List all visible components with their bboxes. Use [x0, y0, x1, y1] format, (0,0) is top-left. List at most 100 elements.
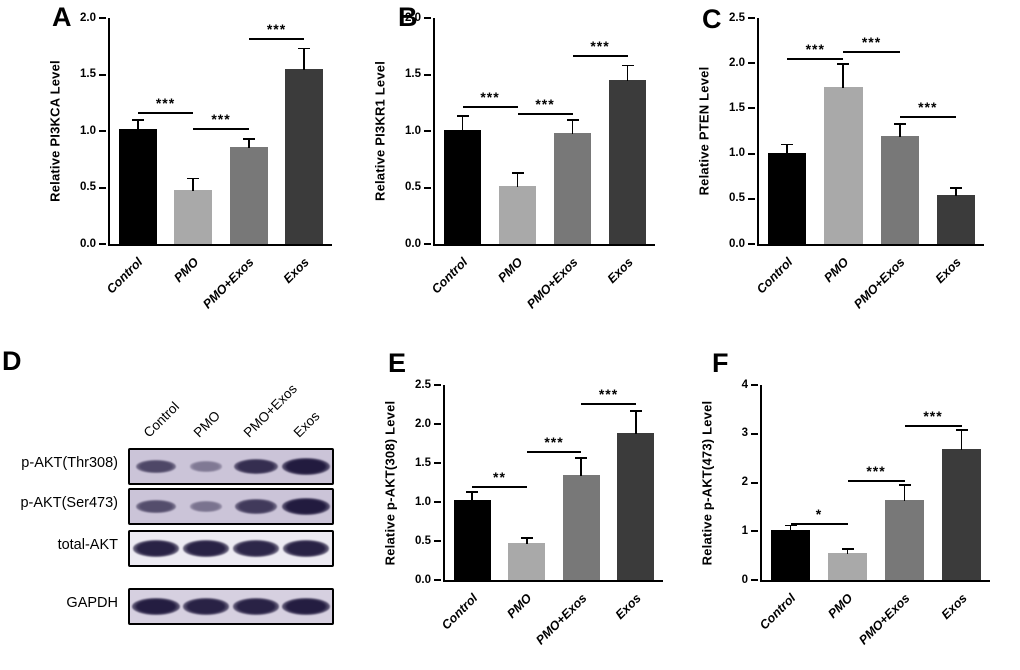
y-tick-label: 1.0 — [729, 147, 745, 160]
y-tick-label: 1 — [741, 524, 748, 537]
blot-band — [282, 598, 330, 615]
y-tick — [748, 107, 755, 110]
bar-PMO — [828, 553, 867, 580]
y-tick-label: 0.0 — [80, 237, 96, 250]
bar-Exos — [608, 80, 647, 244]
significance-bracket — [572, 55, 628, 58]
panel-letter-f: F — [712, 348, 729, 378]
blot-row-label: total-AKT — [57, 537, 118, 553]
y-tick-label: 0.0 — [729, 237, 745, 250]
error-bar-stem — [525, 537, 528, 544]
blot-band — [282, 498, 330, 515]
blot-band — [234, 499, 278, 514]
y-tick-label: 1.5 — [729, 101, 745, 114]
error-bar-stem — [786, 144, 789, 154]
y-axis-label-wrap: Relative p-AKT(308) Level — [381, 385, 399, 580]
error-bar-cap — [575, 457, 588, 460]
panel-letter-b: B — [398, 2, 418, 32]
bar-Control — [768, 152, 807, 244]
y-tick-label: 0.0 — [405, 237, 421, 250]
significance-stars: *** — [266, 21, 287, 38]
plot-area: *** *** *** — [757, 18, 984, 246]
y-tick-label: 1.5 — [415, 456, 431, 469]
error-bar-cap — [898, 484, 911, 486]
error-bar-stem — [789, 525, 792, 532]
blot-band — [189, 501, 223, 512]
error-bar-cap — [298, 47, 311, 50]
blot-band — [282, 540, 330, 557]
significance-bracket — [843, 50, 900, 53]
error-bar-stem — [303, 48, 306, 70]
error-bar-stem — [898, 123, 901, 138]
significance-bracket — [787, 57, 844, 60]
y-tick — [424, 17, 431, 19]
y-axis-label: Relative PTEN Level — [696, 66, 712, 196]
significance-bracket — [526, 451, 582, 454]
error-bar-cap — [566, 118, 579, 121]
error-bar-cap — [949, 187, 962, 189]
x-axis-category-label: Exos — [938, 591, 970, 623]
error-bar-cap — [893, 122, 906, 125]
lane-label: Exos — [290, 408, 323, 441]
lane-label: PMO+Exos — [240, 381, 300, 441]
y-axis-label-wrap: Relative PTEN Level — [695, 18, 713, 244]
y-tick-label: 2 — [741, 476, 748, 488]
error-bar-cap — [131, 118, 144, 121]
significance-stars: *** — [598, 385, 619, 402]
y-tick-label: 1.5 — [405, 68, 421, 80]
significance-stars: *** — [866, 463, 886, 480]
bar-Exos — [942, 449, 981, 580]
y-tick-label: 0 — [741, 573, 748, 586]
error-bar-stem — [192, 178, 195, 191]
blot-band — [233, 458, 279, 475]
plot-area: *** *** *** — [108, 18, 332, 246]
bar-PMO+Exos — [229, 146, 268, 244]
blot-strip — [128, 488, 334, 525]
y-tick — [99, 17, 106, 19]
blot-band — [282, 458, 330, 475]
error-bar-stem — [580, 458, 583, 476]
blot-band — [232, 540, 280, 557]
y-tick-label: 2.0 — [80, 11, 96, 24]
blot-band — [132, 598, 180, 615]
error-bar-cap — [466, 490, 479, 493]
lane-label: PMO — [190, 407, 224, 441]
lane-label: Control — [140, 398, 183, 441]
bar-Control — [118, 128, 157, 244]
error-bar-cap — [837, 63, 850, 65]
significance-bracket — [462, 106, 518, 109]
panel-letter-e: E — [388, 348, 407, 378]
error-bar-cap — [187, 177, 200, 180]
significance-stars: *** — [480, 89, 500, 106]
y-tick-label: 3 — [741, 427, 748, 440]
bar-PMO — [174, 189, 213, 244]
bar-Control — [453, 500, 491, 580]
bar-Exos — [285, 68, 324, 244]
bar-PMO+Exos — [885, 499, 924, 580]
y-tick — [434, 501, 441, 503]
y-tick — [748, 152, 755, 155]
blot-band — [136, 499, 176, 514]
error-bar-cap — [242, 138, 255, 140]
y-tick-label: 1.0 — [80, 124, 96, 137]
error-bar-stem — [461, 116, 464, 131]
significance-bracket — [581, 402, 636, 405]
significance-bracket — [904, 424, 962, 427]
significance-bracket — [899, 115, 956, 118]
x-label-wrap: Exos — [810, 589, 969, 622]
error-bar-cap — [520, 536, 533, 539]
blot-band — [132, 540, 180, 557]
y-tick — [434, 579, 441, 581]
y-tick-label: 1.5 — [80, 68, 96, 80]
x-axis-category-label: Exos — [932, 255, 964, 287]
y-tick — [751, 481, 758, 484]
y-tick — [424, 73, 431, 76]
bar-PMO+Exos — [562, 474, 600, 580]
significance-bracket — [847, 480, 905, 483]
y-tick — [424, 243, 431, 245]
x-label-wrap: Exos — [484, 589, 644, 622]
blot-row-label: p-AKT(Thr308) — [21, 455, 118, 471]
bar-Exos — [617, 433, 655, 580]
error-bar-cap — [511, 171, 524, 174]
y-tick — [99, 186, 106, 189]
